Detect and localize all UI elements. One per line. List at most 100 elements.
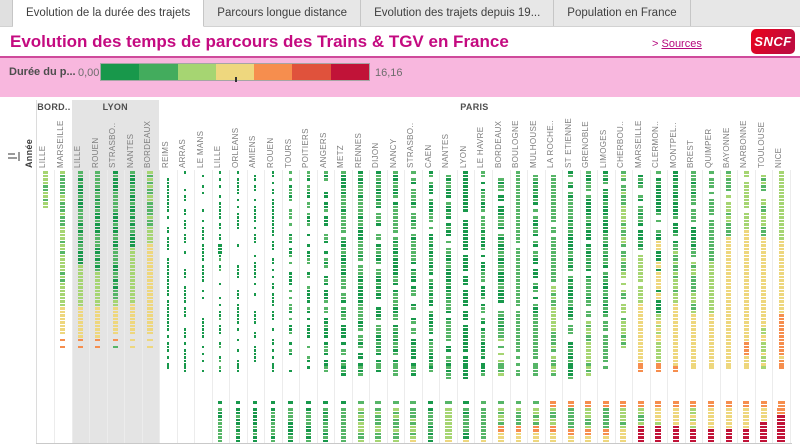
mark-cell[interactable]: [726, 366, 731, 369]
mark-cell[interactable]: [445, 359, 451, 363]
mark-cell[interactable]: [219, 195, 222, 198]
mark-cell[interactable]: [673, 324, 679, 328]
mark-cell[interactable]: [743, 345, 749, 349]
mark-cell[interactable]: [201, 174, 204, 178]
mark-cell[interactable]: [516, 335, 521, 338]
mark-cell[interactable]: [410, 411, 417, 415]
mark-cell[interactable]: [306, 345, 310, 349]
mark-cell[interactable]: [550, 314, 556, 317]
mark-cell[interactable]: [340, 422, 346, 425]
mark-cell[interactable]: [743, 171, 749, 174]
mark-cell[interactable]: [516, 219, 521, 223]
mark-cell[interactable]: [603, 366, 609, 369]
mark-cell[interactable]: [550, 422, 557, 425]
mark-cell[interactable]: [761, 178, 766, 181]
mark-cell[interactable]: [77, 314, 83, 317]
mark-cell[interactable]: [288, 418, 293, 422]
mark-cell[interactable]: [445, 268, 451, 272]
mark-cell[interactable]: [743, 418, 749, 422]
mark-cell[interactable]: [428, 174, 433, 178]
mark-cell[interactable]: [673, 300, 679, 303]
mark-cell[interactable]: [463, 240, 469, 244]
mark-cell[interactable]: [603, 209, 609, 212]
mark-cell[interactable]: [516, 230, 521, 233]
mark-cell[interactable]: [393, 209, 399, 212]
mark-cell[interactable]: [112, 328, 118, 331]
mark-cell[interactable]: [254, 268, 257, 272]
mark-cell[interactable]: [95, 331, 101, 335]
mark-cell[interactable]: [778, 191, 784, 195]
mark-cell[interactable]: [743, 223, 749, 226]
mark-cell[interactable]: [726, 282, 731, 286]
mark-cell[interactable]: [585, 338, 591, 342]
mark-cell[interactable]: [778, 185, 784, 188]
mark-cell[interactable]: [445, 373, 451, 376]
mark-cell[interactable]: [497, 247, 504, 251]
mark-cell[interactable]: [166, 317, 169, 321]
mark-cell[interactable]: [375, 324, 381, 328]
mark-cell[interactable]: [254, 352, 257, 356]
mark-cell[interactable]: [77, 317, 83, 321]
mark-cell[interactable]: [254, 335, 257, 338]
mark-cell[interactable]: [672, 404, 679, 408]
mark-cell[interactable]: [726, 338, 731, 342]
mark-cell[interactable]: [166, 356, 169, 359]
mark-cell[interactable]: [743, 425, 749, 429]
mark-cell[interactable]: [516, 328, 521, 331]
mark-cell[interactable]: [743, 279, 749, 282]
mark-cell[interactable]: [516, 195, 521, 198]
mark-cell[interactable]: [358, 310, 364, 314]
mark-cell[interactable]: [166, 205, 169, 209]
mark-cell[interactable]: [778, 254, 784, 258]
mark-cell[interactable]: [533, 307, 539, 310]
mark-cell[interactable]: [358, 342, 364, 345]
mark-cell[interactable]: [236, 307, 239, 310]
mark-cell[interactable]: [375, 188, 381, 192]
mark-cell[interactable]: [428, 363, 433, 366]
mark-cell[interactable]: [393, 314, 399, 317]
mark-cell[interactable]: [130, 314, 136, 317]
mark-cell[interactable]: [95, 216, 101, 219]
mark-cell[interactable]: [673, 338, 679, 342]
mark-cell[interactable]: [289, 240, 292, 244]
mark-cell[interactable]: [567, 408, 574, 411]
mark-cell[interactable]: [726, 293, 731, 296]
mark-cell[interactable]: [673, 268, 679, 272]
mark-cell[interactable]: [375, 212, 381, 216]
mark-cell[interactable]: [620, 408, 627, 411]
mark-cell[interactable]: [253, 418, 258, 422]
mark-cell[interactable]: [323, 369, 328, 373]
mark-cell[interactable]: [726, 324, 731, 328]
mark-cell[interactable]: [235, 432, 240, 436]
mark-cell[interactable]: [289, 237, 292, 240]
mark-cell[interactable]: [375, 258, 381, 261]
mark-cell[interactable]: [603, 324, 609, 328]
mark-cell[interactable]: [726, 275, 731, 279]
mark-cell[interactable]: [288, 415, 293, 418]
mark-cell[interactable]: [602, 408, 609, 411]
mark-cell[interactable]: [130, 261, 136, 265]
mark-cell[interactable]: [428, 366, 433, 369]
mark-cell[interactable]: [620, 219, 626, 223]
mark-cell[interactable]: [375, 205, 381, 209]
mark-cell[interactable]: [393, 366, 399, 369]
mark-cell[interactable]: [112, 205, 118, 209]
mark-cell[interactable]: [166, 349, 169, 352]
mark-cell[interactable]: [673, 310, 679, 314]
mark-cell[interactable]: [289, 275, 292, 279]
mark-cell[interactable]: [620, 261, 626, 265]
mark-cell[interactable]: [410, 240, 416, 244]
mark-cell[interactable]: [726, 307, 731, 310]
mark-cell[interactable]: [620, 436, 627, 439]
mark-cell[interactable]: [603, 272, 609, 275]
mark-cell[interactable]: [445, 317, 451, 321]
mark-cell[interactable]: [112, 251, 118, 254]
mark-cell[interactable]: [481, 279, 486, 282]
mark-cell[interactable]: [410, 275, 416, 279]
mark-cell[interactable]: [236, 216, 239, 219]
mark-cell[interactable]: [445, 366, 451, 369]
mark-cell[interactable]: [585, 296, 591, 300]
mark-cell[interactable]: [288, 425, 293, 429]
mark-cell[interactable]: [708, 310, 714, 314]
mark-cell[interactable]: [306, 331, 310, 335]
